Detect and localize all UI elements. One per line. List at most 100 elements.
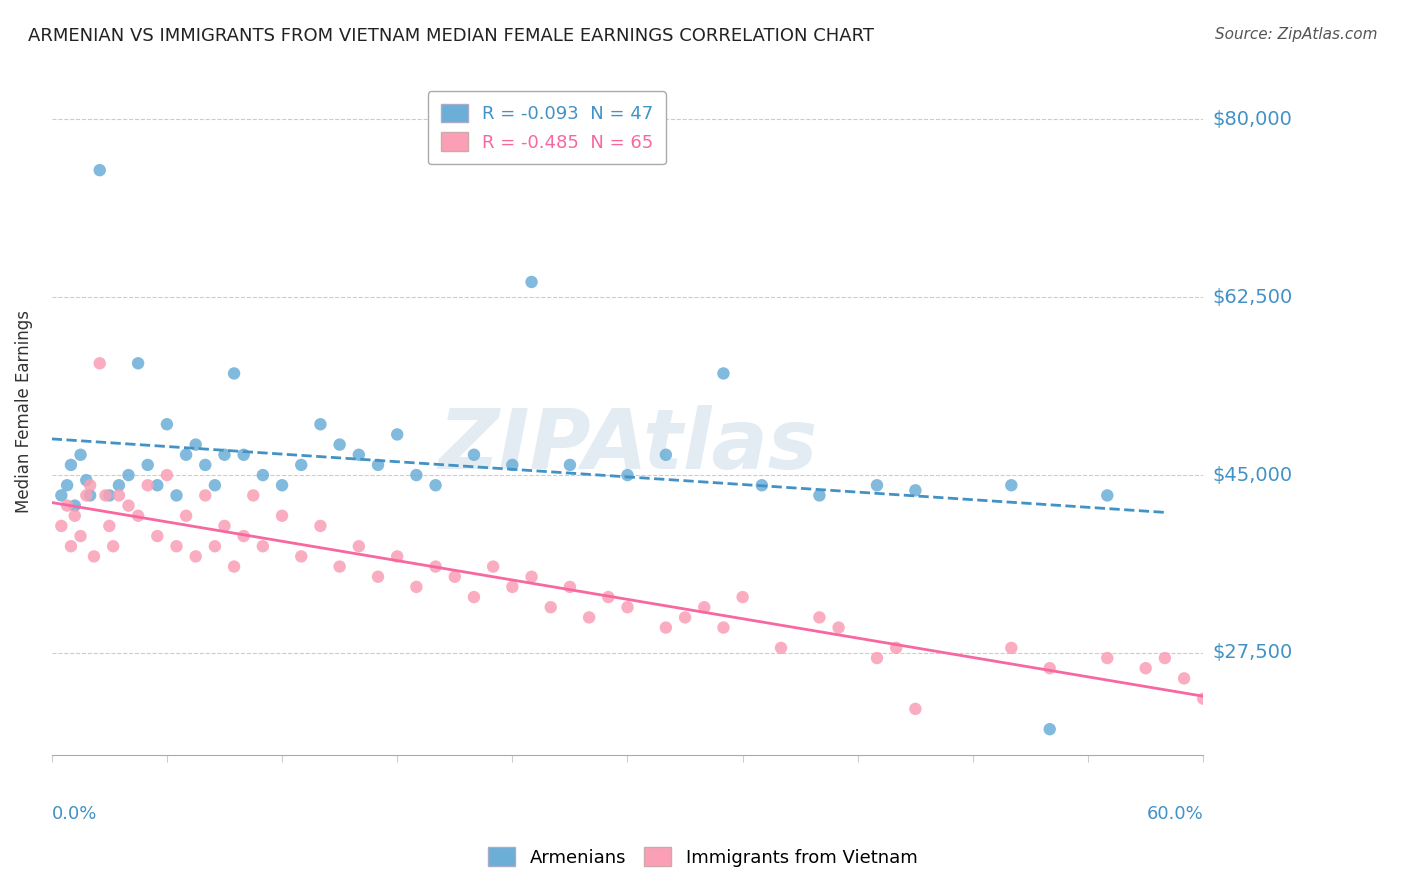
Point [387, 549, 409, 564]
Point [425, 478, 447, 492]
Point [232, 448, 254, 462]
Point [136, 458, 159, 472]
Point [347, 448, 370, 462]
Point [1173, 672, 1195, 686]
Point [655, 621, 678, 635]
Point [184, 437, 207, 451]
Point [252, 539, 274, 553]
Point [904, 483, 927, 498]
Point [127, 356, 149, 370]
Point [1153, 651, 1175, 665]
Point [405, 580, 427, 594]
Point [1000, 478, 1022, 492]
Point [329, 437, 352, 451]
Point [713, 367, 735, 381]
Point [51, 488, 73, 502]
Point [117, 468, 139, 483]
Text: ZIPAtlas: ZIPAtlas [437, 405, 817, 486]
Point [56, 499, 79, 513]
Point [271, 478, 294, 492]
Point [156, 468, 179, 483]
Legend: Armenians, Immigrants from Vietnam: Armenians, Immigrants from Vietnam [481, 840, 925, 874]
Point [329, 559, 352, 574]
Point [616, 600, 638, 615]
Point [751, 478, 773, 492]
Point [252, 468, 274, 483]
Legend: R = -0.093  N = 47, R = -0.485  N = 65: R = -0.093 N = 47, R = -0.485 N = 65 [427, 91, 666, 164]
Point [367, 458, 389, 472]
Point [673, 610, 696, 624]
Point [558, 580, 581, 594]
Point [51, 519, 73, 533]
Point [578, 610, 600, 624]
Point [884, 640, 907, 655]
Point [174, 448, 197, 462]
Point [59, 458, 82, 472]
Point [63, 499, 86, 513]
Point [101, 539, 124, 553]
Point [558, 458, 581, 472]
Point [108, 478, 131, 492]
Point [482, 559, 505, 574]
Point [59, 539, 82, 553]
Point [89, 356, 111, 370]
Point [1000, 640, 1022, 655]
Point [98, 488, 121, 502]
Point [808, 488, 831, 502]
Point [166, 488, 188, 502]
Point [79, 488, 101, 502]
Text: Source: ZipAtlas.com: Source: ZipAtlas.com [1215, 27, 1378, 42]
Point [69, 448, 91, 462]
Point [108, 488, 131, 502]
Text: $27,500: $27,500 [1213, 643, 1294, 663]
Point [75, 488, 97, 502]
Point [770, 640, 793, 655]
Point [463, 448, 485, 462]
Point [127, 508, 149, 523]
Point [290, 458, 312, 472]
Text: $80,000: $80,000 [1213, 110, 1292, 128]
Point [1097, 488, 1119, 502]
Point [63, 508, 86, 523]
Point [387, 427, 409, 442]
Text: $62,500: $62,500 [1213, 288, 1294, 307]
Point [1039, 722, 1062, 736]
Point [174, 508, 197, 523]
Point [94, 488, 117, 502]
Point [443, 570, 465, 584]
Point [56, 478, 79, 492]
Point [405, 468, 427, 483]
Point [540, 600, 562, 615]
Point [232, 529, 254, 543]
Point [214, 519, 236, 533]
Point [598, 590, 620, 604]
Point [75, 473, 97, 487]
Point [204, 478, 226, 492]
Point [501, 580, 523, 594]
Point [655, 448, 678, 462]
Point [866, 651, 889, 665]
Point [83, 549, 105, 564]
Point [904, 702, 927, 716]
Text: $45,000: $45,000 [1213, 466, 1294, 484]
Point [520, 570, 543, 584]
Point [204, 539, 226, 553]
Text: 0.0%: 0.0% [52, 805, 97, 823]
Point [222, 367, 245, 381]
Point [367, 570, 389, 584]
Point [98, 519, 121, 533]
Point [194, 488, 217, 502]
Point [166, 539, 188, 553]
Point [827, 621, 849, 635]
Point [271, 508, 294, 523]
Point [136, 478, 159, 492]
Y-axis label: Median Female Earnings: Median Female Earnings [15, 310, 32, 513]
Point [194, 458, 217, 472]
Point [184, 549, 207, 564]
Point [117, 499, 139, 513]
Text: ARMENIAN VS IMMIGRANTS FROM VIETNAM MEDIAN FEMALE EARNINGS CORRELATION CHART: ARMENIAN VS IMMIGRANTS FROM VIETNAM MEDI… [28, 27, 875, 45]
Point [222, 559, 245, 574]
Point [463, 590, 485, 604]
Point [731, 590, 754, 604]
Point [156, 417, 179, 432]
